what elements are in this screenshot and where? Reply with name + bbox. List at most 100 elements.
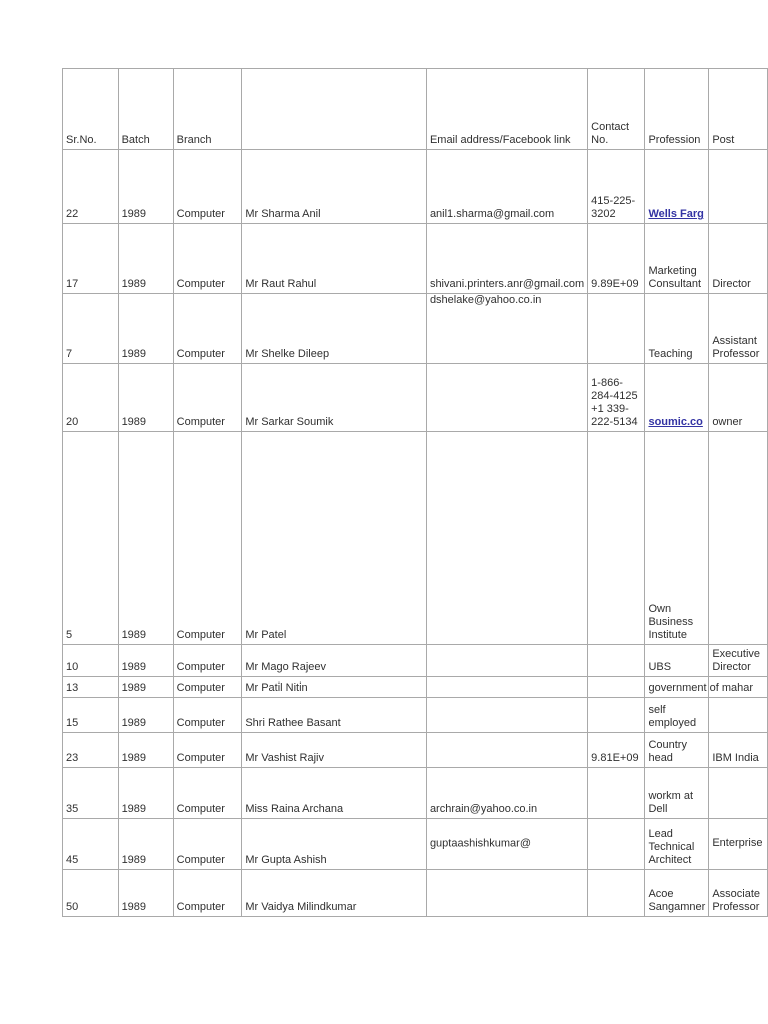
cell-profession: self employed bbox=[644, 697, 710, 733]
header-profession: Profession bbox=[644, 68, 710, 150]
soumic-link[interactable]: soumic.co bbox=[648, 416, 703, 428]
table-row: 35 1989 Computer Miss Raina Archana archrain… bbox=[62, 767, 768, 819]
cell-name: Mr Raut Rahul bbox=[241, 223, 427, 294]
table-row: 13 1989 Computer Mr Pati̇l Niti̇n government… bbox=[62, 676, 768, 698]
cell-name: Mr Vaidya Milindkumar bbox=[241, 869, 427, 917]
cell-batch: 1989 bbox=[117, 223, 174, 294]
cell-profession: Acoe Sangamner bbox=[644, 869, 710, 917]
header-sr-no: Sr.No. bbox=[62, 68, 119, 150]
cell-contact: 1-866-284-4125 +1 339-222-5134 bbox=[587, 363, 646, 432]
cell-branch: Computer bbox=[172, 818, 243, 870]
cell-batch: 1989 bbox=[117, 818, 174, 870]
cell-sr-no: 35 bbox=[62, 767, 119, 819]
header-branch: Branch bbox=[172, 68, 243, 150]
cell-contact bbox=[587, 676, 646, 698]
cell-branch: Computer bbox=[172, 293, 243, 364]
cell-name: Mr Vashist Rajiv bbox=[241, 732, 427, 768]
cell-sr-no: 23 bbox=[62, 732, 119, 768]
cell-batch: 1989 bbox=[117, 644, 174, 677]
cell-sr-no: 17 bbox=[62, 223, 119, 294]
cell-post: Enterprise bbox=[708, 818, 768, 870]
cell-branch: Computer bbox=[172, 431, 243, 645]
cell-post bbox=[708, 431, 768, 645]
cell-branch: Computer bbox=[172, 869, 243, 917]
header-name bbox=[241, 68, 427, 150]
cell-name: Mr Shelke Dileep bbox=[241, 293, 427, 364]
cell-email bbox=[425, 697, 589, 733]
cell-email bbox=[425, 644, 589, 677]
cell-post bbox=[708, 697, 768, 733]
wells-fargo-link[interactable]: Wells Farg bbox=[648, 208, 704, 220]
cell-sr-no: 15 bbox=[62, 697, 119, 733]
cell-branch: Computer bbox=[172, 363, 243, 432]
cell-post: IBM India bbox=[708, 732, 768, 768]
cell-branch: Computer bbox=[172, 149, 243, 224]
cell-batch: 1989 bbox=[117, 676, 174, 698]
cell-email: guptaashishkumar@ bbox=[425, 818, 589, 870]
table-row: 5 1989 Computer Mr Patel Own Business Instit… bbox=[62, 431, 768, 645]
cell-name: Mr Sarkar Soumik bbox=[241, 363, 427, 432]
cell-email bbox=[425, 732, 589, 768]
cell-sr-no: 13 bbox=[62, 676, 119, 698]
cell-sr-no: 7 bbox=[62, 293, 119, 364]
cell-branch: Computer bbox=[172, 644, 243, 677]
cell-contact: 415-225-3202 bbox=[587, 149, 646, 224]
cell-email: anil1.sharma@gmail.com bbox=[425, 149, 589, 224]
header-post: Post bbox=[708, 68, 768, 150]
cell-contact bbox=[587, 431, 646, 645]
table-row: 7 1989 Computer Mr Shelke Dileep dshelake@ya… bbox=[62, 293, 768, 364]
cell-contact: 9.81E+09 bbox=[587, 732, 646, 768]
table-row: 15 1989 Computer Shri Rathee Basant self emp… bbox=[62, 697, 768, 733]
cell-sr-no: 10 bbox=[62, 644, 119, 677]
cell-sr-no: 5 bbox=[62, 431, 119, 645]
cell-contact bbox=[587, 818, 646, 870]
cell-email bbox=[425, 363, 589, 432]
cell-post: Associate Professor bbox=[708, 869, 768, 917]
cell-email bbox=[425, 869, 589, 917]
cell-post: Executive Director bbox=[708, 644, 768, 677]
cell-profession: Teaching bbox=[644, 293, 710, 364]
cell-branch: Computer bbox=[172, 223, 243, 294]
cell-name: Mr Sharma Anil bbox=[241, 149, 427, 224]
cell-name: Shri Rathee Basant bbox=[241, 697, 427, 733]
cell-contact bbox=[587, 644, 646, 677]
cell-email bbox=[425, 676, 589, 698]
cell-branch: Computer bbox=[172, 697, 243, 733]
cell-profession: soumic.co bbox=[644, 363, 710, 432]
cell-profession: Own Business Institute bbox=[644, 431, 710, 645]
cell-batch: 1989 bbox=[117, 869, 174, 917]
cell-contact: 9.89E+09 bbox=[587, 223, 646, 294]
cell-name: Miss Raina Archana bbox=[241, 767, 427, 819]
cell-name: Mr Mago Rajeev bbox=[241, 644, 427, 677]
table-row: 45 1989 Computer Mr Gupta Ashish guptaashish… bbox=[62, 818, 768, 870]
cell-post: owner bbox=[708, 363, 768, 432]
cell-name: Mr Gupta Ashish bbox=[241, 818, 427, 870]
cell-batch: 1989 bbox=[117, 697, 174, 733]
cell-batch: 1989 bbox=[117, 767, 174, 819]
cell-sr-no: 22 bbox=[62, 149, 119, 224]
header-row: Sr.No. Batch Branch Email address/Facebo… bbox=[62, 68, 768, 150]
email-overflow-text: guptaashishkumar@ bbox=[429, 837, 531, 850]
cell-branch: Computer bbox=[172, 676, 243, 698]
profession-overflow-text: government of mahar bbox=[648, 682, 754, 694]
cell-name: Mr Patel bbox=[241, 431, 427, 645]
cell-batch: 1989 bbox=[117, 149, 174, 224]
cell-sr-no: 50 bbox=[62, 869, 119, 917]
header-contact: Contact No. bbox=[587, 68, 646, 150]
contacts-table: Sr.No. Batch Branch Email address/Facebo… bbox=[62, 68, 768, 917]
table-row: 17 1989 Computer Mr Raut Rahul shivani.print… bbox=[62, 223, 768, 294]
cell-batch: 1989 bbox=[117, 293, 174, 364]
table-row: 20 1989 Computer Mr Sarkar Soumik 1-866-284-… bbox=[62, 363, 768, 432]
cell-profession: workm at Dell bbox=[644, 767, 710, 819]
cell-branch: Computer bbox=[172, 732, 243, 768]
table-row: 22 1989 Computer Mr Sharma Anil anil1.sharma… bbox=[62, 149, 768, 224]
table-row: 23 1989 Computer Mr Vashist Rajiv 9.81E+09 Co… bbox=[62, 732, 768, 768]
cell-profession: Marketing Consultant bbox=[644, 223, 710, 294]
cell-contact bbox=[587, 293, 646, 364]
cell-email: archrain@yahoo.co.in bbox=[425, 767, 589, 819]
cell-branch: Computer bbox=[172, 767, 243, 819]
cell-profession: government of mahar bbox=[644, 676, 753, 698]
header-email: Email address/Facebook link bbox=[425, 68, 589, 150]
cell-name: Mr Pati̇l Niti̇n bbox=[241, 676, 427, 698]
